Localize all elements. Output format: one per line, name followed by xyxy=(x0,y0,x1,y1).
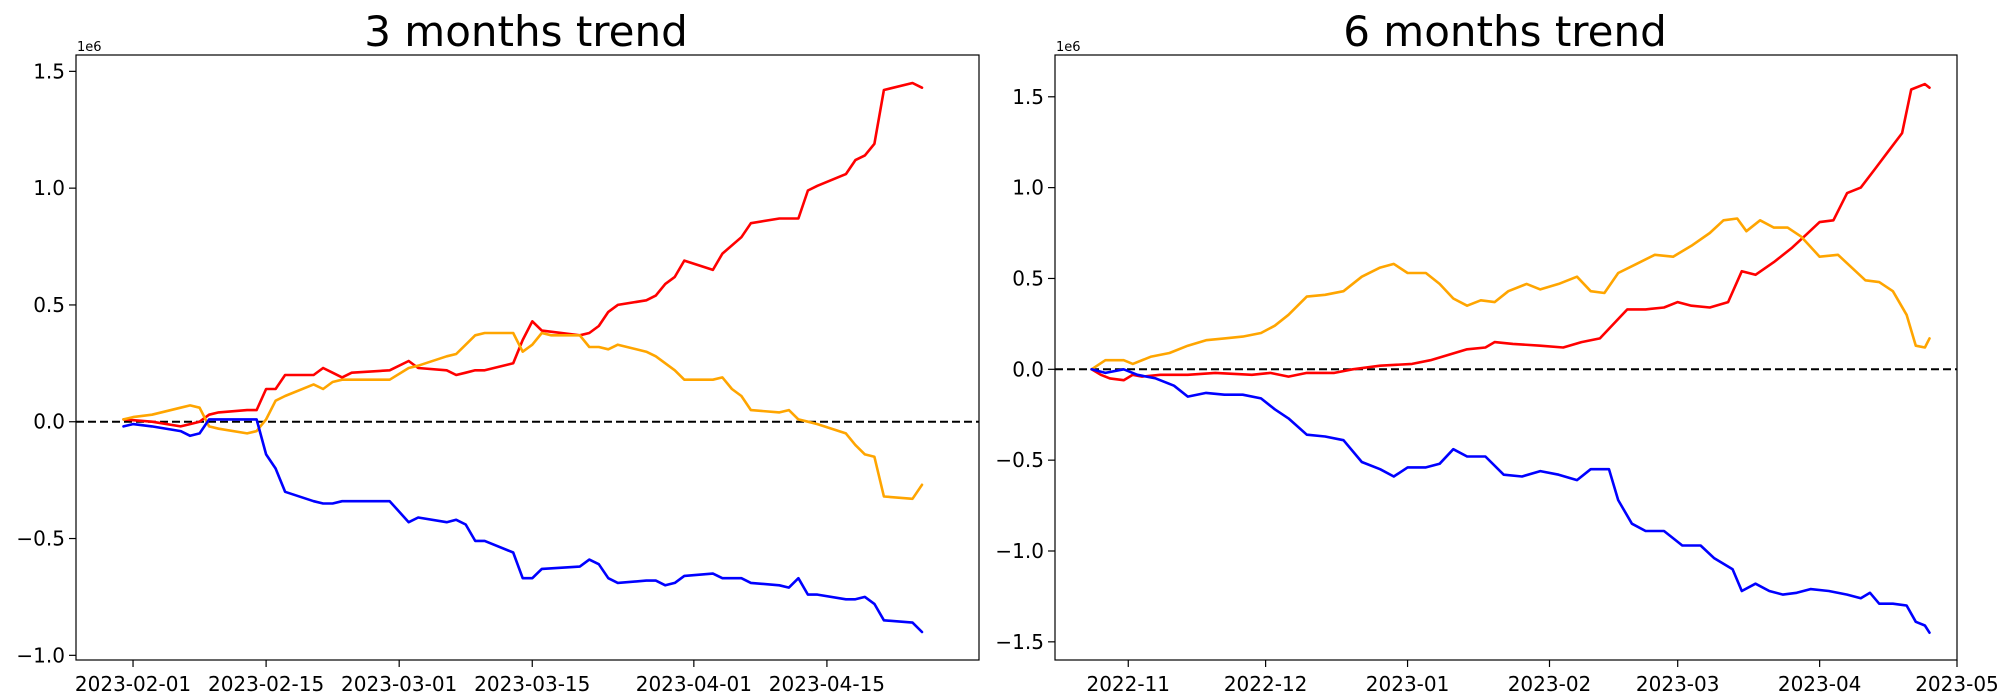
x-tick-label: 2023-02-01 xyxy=(75,672,191,696)
axes-frame xyxy=(75,54,980,661)
x-tick-label: 2023-03-15 xyxy=(474,672,590,696)
y-axis-offset-label: 1e6 xyxy=(77,40,102,55)
series-line-0 xyxy=(1090,82,1931,382)
plot-area: −1.5 −1.0 −0.5 0.0 0.5 1.0 1.5 2022-11 2022-12 20… xyxy=(995,54,1999,696)
chart-title: 3 months trend xyxy=(364,7,688,56)
series-line-1 xyxy=(122,331,924,501)
chart-6-months: 6 months trend 1e6 −1.5 −1.0 −0.5 0.0 0.5 1.0… xyxy=(995,7,1998,696)
plot-area: −1.0 −0.5 0.0 0.5 1.0 1.5 2023-02-01 2023-02-15… xyxy=(16,54,980,696)
y-tick-label: 1.5 xyxy=(1012,85,1044,109)
y-tick-label: −1.5 xyxy=(995,630,1044,654)
series-line-1 xyxy=(1090,217,1931,371)
x-tick-label: 2023-04 xyxy=(1778,672,1862,696)
series-line-0 xyxy=(122,81,924,428)
y-tick-label: 1.0 xyxy=(1012,176,1044,200)
y-tick-label: −0.5 xyxy=(16,527,65,551)
y-tick-label: −0.5 xyxy=(995,448,1044,472)
x-tick-label: 2022-12 xyxy=(1224,672,1308,696)
series-line-2 xyxy=(1090,368,1931,634)
y-tick-label: 0.0 xyxy=(33,410,65,434)
x-tick-label: 2023-02 xyxy=(1508,672,1592,696)
y-tick-label: 0.5 xyxy=(33,293,65,317)
x-tick-label: 2023-04-15 xyxy=(769,672,885,696)
series-line-2 xyxy=(122,418,924,634)
y-tick-label: 0.0 xyxy=(1012,357,1044,381)
x-tick-label: 2023-05 xyxy=(1915,672,1999,696)
y-tick-label: −1.0 xyxy=(995,539,1044,563)
chart-3-months: 3 months trend 1e6 −1.0 −0.5 0.0 0.5 1.0 1.5 2… xyxy=(16,7,980,696)
axes-frame xyxy=(1054,54,1958,661)
x-tick-label: 2022-11 xyxy=(1086,672,1170,696)
y-tick-label: −1.0 xyxy=(16,643,65,667)
x-tick-label: 2023-01 xyxy=(1366,672,1450,696)
x-tick-label: 2023-04-01 xyxy=(636,672,752,696)
x-tick-label: 2023-03-01 xyxy=(341,672,457,696)
y-tick-label: 0.5 xyxy=(1012,266,1044,290)
y-axis-offset-label: 1e6 xyxy=(1056,40,1081,55)
x-tick-label: 2023-03 xyxy=(1636,672,1720,696)
x-tick-label: 2023-02-15 xyxy=(208,672,324,696)
y-tick-label: 1.5 xyxy=(33,59,65,83)
y-tick-label: 1.0 xyxy=(33,176,65,200)
chart-title: 6 months trend xyxy=(1343,7,1667,56)
